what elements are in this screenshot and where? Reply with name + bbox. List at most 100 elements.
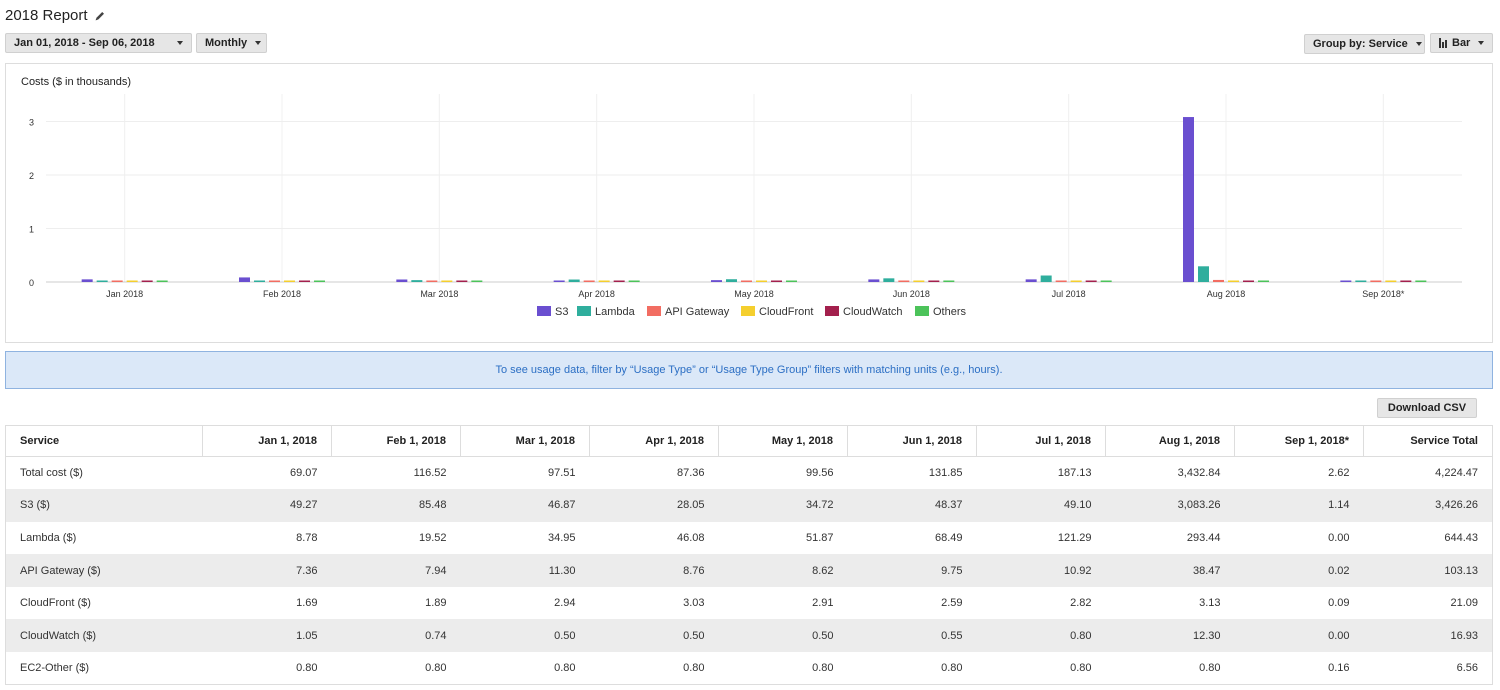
- bar-s3[interactable]: [1183, 117, 1194, 282]
- bar-lambda[interactable]: [96, 280, 108, 283]
- service-name-cell: Total cost ($): [20, 467, 83, 480]
- bar-lambda[interactable]: [568, 279, 580, 282]
- bar-api-gateway[interactable]: [111, 280, 123, 283]
- bar-cloudfront[interactable]: [598, 280, 610, 283]
- column-header-service[interactable]: Service: [5, 425, 203, 457]
- bar-s3[interactable]: [1340, 280, 1352, 283]
- y-tick-label: 0: [29, 278, 34, 288]
- cost-cell: 0.80: [812, 662, 834, 675]
- column-header[interactable]: Feb 1, 2018: [331, 425, 461, 457]
- bar-lambda[interactable]: [726, 279, 737, 282]
- bar-others[interactable]: [628, 280, 640, 283]
- column-header[interactable]: Aug 1, 2018: [1105, 425, 1235, 457]
- bar-others[interactable]: [156, 280, 168, 283]
- bar-others[interactable]: [1258, 280, 1269, 283]
- y-axis-label: Costs ($ in thousands): [21, 76, 131, 88]
- bar-s3[interactable]: [711, 280, 722, 282]
- column-header[interactable]: Sep 1, 2018*: [1234, 425, 1364, 457]
- x-tick-label: Sep 2018*: [1362, 289, 1405, 299]
- legend-label: CloudWatch: [843, 306, 903, 318]
- bar-cloudwatch[interactable]: [1085, 280, 1097, 283]
- bar-cloudwatch[interactable]: [299, 280, 310, 283]
- bar-cloudfront[interactable]: [284, 280, 295, 283]
- legend-item-cloudfront[interactable]: CloudFront: [741, 306, 813, 318]
- bar-lambda[interactable]: [1040, 275, 1052, 282]
- bar-s3[interactable]: [396, 279, 408, 282]
- cost-cell: 38.47: [1105, 554, 1235, 587]
- bar-cloudwatch[interactable]: [141, 280, 153, 283]
- bar-lambda[interactable]: [883, 278, 895, 282]
- bar-cloudfront[interactable]: [1070, 280, 1082, 283]
- bar-lambda[interactable]: [1355, 280, 1367, 283]
- bar-s3[interactable]: [553, 280, 565, 282]
- date-range-label: Jan 01, 2018 - Sep 06, 2018: [14, 37, 155, 49]
- bar-lambda[interactable]: [254, 280, 265, 283]
- pencil-icon[interactable]: [94, 9, 106, 21]
- granularity-dropdown[interactable]: Monthly: [196, 33, 267, 53]
- bar-lambda[interactable]: [411, 280, 423, 282]
- column-header[interactable]: May 1, 2018: [718, 425, 848, 457]
- chevron-down-icon: [177, 41, 183, 45]
- cost-cell: 0.80: [683, 662, 705, 675]
- bar-s3[interactable]: [868, 279, 880, 282]
- bar-cloudwatch[interactable]: [456, 280, 468, 283]
- cost-cell: 187.13: [1057, 467, 1092, 480]
- cost-cell: 0.50: [460, 619, 590, 653]
- bar-cloudfront[interactable]: [126, 280, 138, 283]
- bar-others[interactable]: [471, 280, 483, 283]
- bar-others[interactable]: [314, 280, 325, 283]
- chart-style-dropdown[interactable]: Bar: [1430, 33, 1493, 53]
- group-by-dropdown[interactable]: Group by: Service: [1304, 34, 1425, 54]
- bar-cloudfront[interactable]: [1228, 280, 1239, 283]
- download-csv-button[interactable]: Download CSV: [1377, 398, 1477, 418]
- bar-cloudfront[interactable]: [756, 280, 767, 283]
- bar-others[interactable]: [1100, 280, 1112, 283]
- cost-cell: 9.75: [847, 554, 977, 587]
- column-header[interactable]: Service Total: [1363, 425, 1493, 457]
- table-row: API Gateway ($) 7.36 7.94 11.30 8.76 8.62 9.75…: [5, 554, 1493, 587]
- bar-lambda[interactable]: [1198, 266, 1209, 282]
- bar-s3[interactable]: [1025, 279, 1037, 282]
- legend-item-s3[interactable]: S3: [537, 306, 568, 318]
- table-row: CloudWatch ($) 1.05 0.74 0.50 0.50 0.50 0.55 0.…: [5, 619, 1493, 653]
- bar-api-gateway[interactable]: [583, 280, 595, 283]
- bar-cloudfront[interactable]: [913, 280, 925, 283]
- bar-s3[interactable]: [239, 277, 250, 282]
- bar-others[interactable]: [1415, 280, 1427, 283]
- bar-api-gateway[interactable]: [1370, 280, 1382, 283]
- legend-item-cloudwatch[interactable]: CloudWatch: [825, 306, 903, 318]
- bar-cloudwatch[interactable]: [1243, 280, 1254, 283]
- column-header[interactable]: Jul 1, 2018: [976, 425, 1106, 457]
- legend-item-lambda[interactable]: Lambda: [577, 306, 636, 318]
- bar-api-gateway[interactable]: [1055, 280, 1067, 283]
- cost-cell: 0.74: [331, 619, 461, 653]
- legend-item-others[interactable]: Others: [915, 306, 967, 318]
- bar-cloudwatch[interactable]: [928, 280, 940, 283]
- bar-cloudfront[interactable]: [441, 280, 453, 283]
- bar-cloudwatch[interactable]: [771, 280, 782, 283]
- bar-s3[interactable]: [81, 279, 93, 282]
- bar-api-gateway[interactable]: [426, 280, 438, 283]
- bar-api-gateway[interactable]: [269, 280, 280, 283]
- bar-api-gateway[interactable]: [898, 280, 910, 283]
- legend-item-api-gateway[interactable]: API Gateway: [647, 306, 730, 318]
- cost-cell: 16.93: [1363, 619, 1493, 653]
- bar-others[interactable]: [786, 280, 797, 283]
- bar-others[interactable]: [943, 280, 955, 283]
- bar-cloudfront[interactable]: [1385, 280, 1397, 283]
- column-header[interactable]: Jan 1, 2018: [202, 425, 332, 457]
- column-header[interactable]: Jun 1, 2018: [847, 425, 977, 457]
- column-header[interactable]: Mar 1, 2018: [460, 425, 590, 457]
- bar-cloudwatch[interactable]: [1400, 280, 1412, 283]
- column-header[interactable]: Apr 1, 2018: [589, 425, 719, 457]
- bar-cloudwatch[interactable]: [613, 280, 625, 283]
- table-header-row: Service Jan 1, 2018 Feb 1, 2018 Mar 1, 2018…: [5, 425, 1493, 457]
- bar-chart-icon: [1439, 38, 1447, 48]
- legend-swatch: [647, 306, 661, 316]
- bar-api-gateway[interactable]: [741, 280, 752, 283]
- date-range-dropdown[interactable]: Jan 01, 2018 - Sep 06, 2018: [5, 33, 192, 53]
- x-tick-label: Aug 2018: [1207, 289, 1246, 299]
- legend-swatch: [825, 306, 839, 316]
- cost-cell: 0.50: [718, 619, 848, 653]
- bar-api-gateway[interactable]: [1213, 279, 1224, 282]
